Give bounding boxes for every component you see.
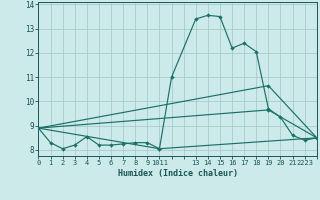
- X-axis label: Humidex (Indice chaleur): Humidex (Indice chaleur): [118, 169, 238, 178]
